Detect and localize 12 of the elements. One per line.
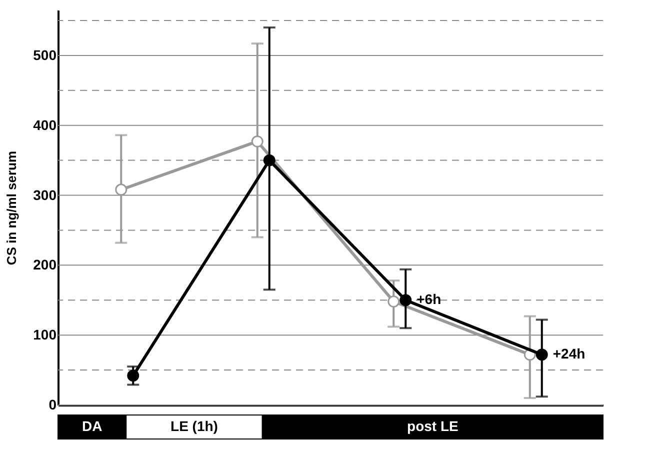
y-axis-title: CS in ng/ml serum: [4, 150, 20, 266]
text: LE (1h): [170, 418, 218, 434]
y-tick-label: 400: [33, 116, 57, 133]
y-tick-label: 100: [33, 326, 57, 343]
text: DA: [82, 418, 102, 434]
y-tick-label: 500: [33, 46, 57, 63]
annotation: +24h: [552, 346, 586, 362]
y-tick-label: 300: [33, 186, 57, 203]
y-tick-label: 0: [48, 396, 57, 412]
text: post LE: [407, 418, 458, 434]
y-tick-label: 200: [33, 256, 57, 273]
annotation: +6h: [416, 291, 442, 308]
